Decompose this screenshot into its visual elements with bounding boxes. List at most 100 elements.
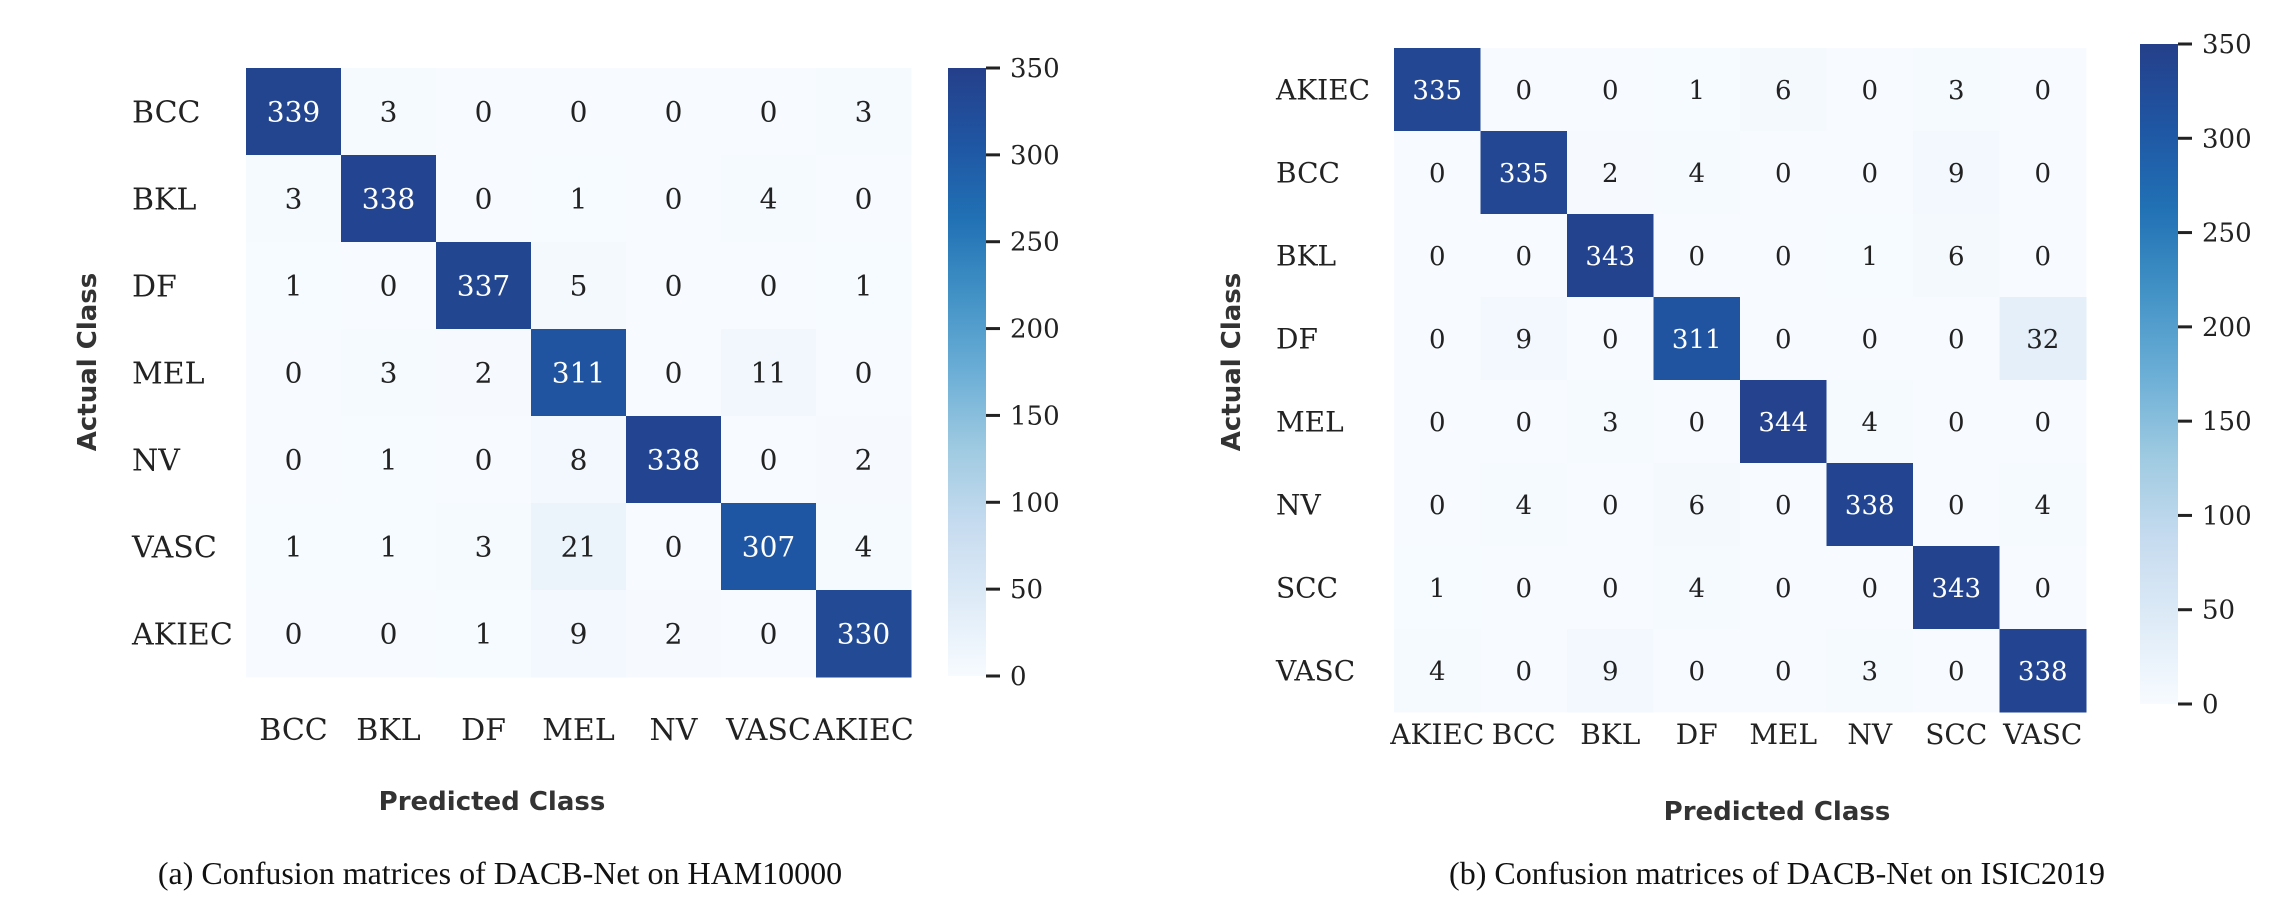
cell-4-0 bbox=[1394, 380, 1481, 464]
cell-value: 0 bbox=[380, 270, 398, 303]
cell-value: 0 bbox=[1948, 325, 1965, 355]
cell-2-3 bbox=[531, 242, 627, 330]
cell-value: 0 bbox=[2034, 159, 2051, 189]
cell-6-7 bbox=[1999, 546, 2087, 630]
colorbar-ticks-a: 0 50 100 150 200 250 300 350 bbox=[986, 54, 1060, 692]
cell-0-5 bbox=[1826, 48, 1914, 132]
cell-value: 1 bbox=[285, 270, 303, 303]
cell-3-2 bbox=[1567, 297, 1654, 381]
column-label: BCC bbox=[259, 713, 328, 748]
cell-4-6 bbox=[816, 416, 912, 504]
cell-2-3 bbox=[1653, 214, 1741, 298]
cell-value: 0 bbox=[1602, 491, 1619, 521]
cell-value: 0 bbox=[1602, 325, 1619, 355]
colorbar-tick-label: 350 bbox=[1010, 54, 1060, 84]
caption-b: (b) Confusion matrices of DACB-Net on IS… bbox=[1449, 855, 2105, 891]
cell-7-7 bbox=[1999, 629, 2087, 713]
cell-value: 0 bbox=[665, 270, 683, 303]
cell-value: 32 bbox=[2026, 325, 2059, 355]
cell-4-4 bbox=[626, 416, 722, 504]
cell-0-3 bbox=[1653, 48, 1741, 132]
cell-value: 1 bbox=[1861, 242, 1878, 272]
cell-value: 4 bbox=[760, 183, 778, 216]
cell-value: 0 bbox=[1515, 408, 1532, 438]
confusion-matrix-a: 339 3 0 0 0 0 33 338 0 1 0 4 01 0 337 5 0 0 10 3 2 311 0 11 00 1 0… bbox=[73, 54, 1060, 891]
column-label: DF bbox=[1676, 718, 1718, 751]
cell-value: 6 bbox=[1775, 76, 1792, 106]
column-labels-a: BCC BKL DF MEL NV VASC AKIEC bbox=[259, 713, 914, 748]
colorbar-tick-label: 250 bbox=[2202, 219, 2252, 249]
cell-value: 335 bbox=[1499, 159, 1549, 189]
cell-3-5 bbox=[1826, 297, 1914, 381]
cell-6-1 bbox=[341, 590, 437, 678]
row-label: BKL bbox=[1276, 240, 1336, 273]
cell-value: 3 bbox=[475, 531, 493, 564]
cell-value: 0 bbox=[380, 618, 398, 651]
cell-value: 338 bbox=[1845, 491, 1895, 521]
row-label: BCC bbox=[132, 95, 201, 130]
colorbar-tick-label: 50 bbox=[2202, 596, 2235, 626]
cell-0-4 bbox=[1740, 48, 1827, 132]
colorbar-gradient-b bbox=[2140, 44, 2178, 704]
cell-4-5 bbox=[1826, 380, 1914, 464]
colorbar-tick-label: 300 bbox=[2202, 124, 2252, 154]
cell-value: 1 bbox=[285, 531, 303, 564]
cell-2-1 bbox=[1480, 214, 1568, 298]
cell-value: 0 bbox=[1861, 574, 1878, 604]
cell-5-7 bbox=[1999, 463, 2087, 547]
cell-value: 0 bbox=[855, 357, 873, 390]
cell-4-2 bbox=[436, 416, 532, 504]
cell-5-4 bbox=[1740, 463, 1827, 547]
cell-2-4 bbox=[1740, 214, 1827, 298]
cell-4-2 bbox=[1567, 380, 1654, 464]
cell-0-4 bbox=[626, 68, 722, 156]
row-label: BKL bbox=[132, 182, 196, 217]
cell-value: 1 bbox=[1688, 76, 1705, 106]
cell-0-0 bbox=[1394, 48, 1481, 132]
cell-7-3 bbox=[1653, 629, 1741, 713]
cell-value: 0 bbox=[1948, 408, 1965, 438]
cell-value: 1 bbox=[855, 270, 873, 303]
cell-6-4 bbox=[1740, 546, 1827, 630]
row-labels-b: AKIEC BCC BKL DF MEL NV SCC VASC bbox=[1275, 74, 1370, 688]
cell-value: 6 bbox=[1948, 242, 1965, 272]
cell-value: 3 bbox=[1861, 657, 1878, 687]
cell-value: 0 bbox=[285, 444, 303, 477]
cell-6-6 bbox=[1913, 546, 2000, 630]
cell-value: 338 bbox=[647, 444, 700, 477]
column-label: NV bbox=[1847, 718, 1893, 751]
colorbar-a: 0 50 100 150 200 250 300 350 bbox=[948, 54, 1060, 692]
cell-value: 0 bbox=[1775, 574, 1792, 604]
cell-0-2 bbox=[1567, 48, 1654, 132]
cell-value: 9 bbox=[1515, 325, 1532, 355]
cell-2-5 bbox=[1826, 214, 1914, 298]
cell-value: 337 bbox=[457, 270, 510, 303]
cell-2-6 bbox=[816, 242, 912, 330]
cell-value: 2 bbox=[665, 618, 683, 651]
row-label: VASC bbox=[131, 530, 217, 565]
cell-4-1 bbox=[341, 416, 437, 504]
cell-5-3 bbox=[1653, 463, 1741, 547]
cell-5-6 bbox=[816, 503, 912, 591]
cell-2-5 bbox=[721, 242, 817, 330]
cell-6-0 bbox=[246, 590, 342, 678]
cell-value: 0 bbox=[1775, 657, 1792, 687]
cell-3-0 bbox=[1394, 297, 1481, 381]
cell-value: 1 bbox=[1429, 574, 1446, 604]
cell-value: 4 bbox=[855, 531, 873, 564]
cell-1-4 bbox=[626, 155, 722, 243]
cell-0-7 bbox=[1999, 48, 2087, 132]
row-label: VASC bbox=[1275, 655, 1355, 688]
column-label: VASC bbox=[725, 713, 811, 748]
colorbar-tick-label: 200 bbox=[2202, 313, 2252, 343]
cell-4-6 bbox=[1913, 380, 2000, 464]
column-label: BKL bbox=[1580, 718, 1640, 751]
cell-value: 1 bbox=[380, 531, 398, 564]
cell-3-5 bbox=[721, 329, 817, 417]
cell-4-0 bbox=[246, 416, 342, 504]
cell-value: 343 bbox=[1931, 574, 1981, 604]
cell-0-1 bbox=[341, 68, 437, 156]
cell-2-7 bbox=[1999, 214, 2087, 298]
cell-6-5 bbox=[721, 590, 817, 678]
cell-value: 11 bbox=[751, 357, 787, 390]
